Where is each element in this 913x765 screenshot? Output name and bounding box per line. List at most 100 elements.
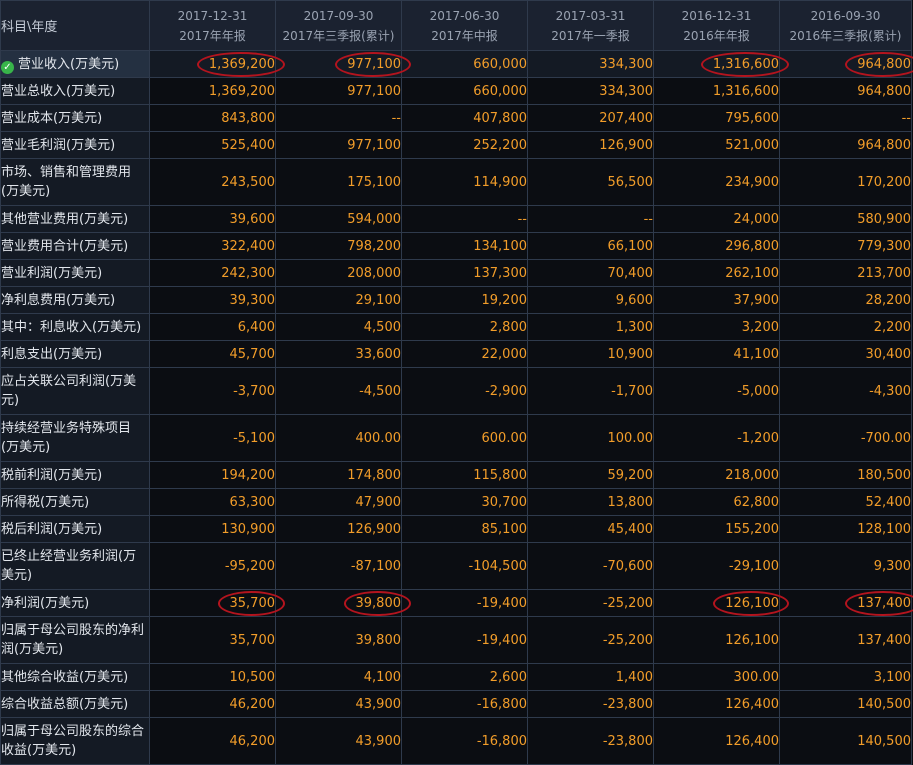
table-row[interactable]: 净利息费用(万美元) 39,300 29,100 19,200 9,600 37…: [0, 286, 912, 314]
table-cell: 322,400: [149, 232, 276, 260]
column-report: 2017年年报: [179, 28, 246, 43]
table-cell: -3,700: [149, 367, 276, 415]
table-cell: --: [275, 104, 402, 132]
table-cell: -23,800: [527, 717, 654, 765]
table-row[interactable]: 归属于母公司股东的净利润(万美元) 35,700 39,800 -19,400 …: [0, 616, 912, 664]
table-cell: 33,600: [275, 340, 402, 368]
table-cell: 126,400: [653, 690, 780, 718]
table-cell: 10,900: [527, 340, 654, 368]
row-label: 税前利润(万美元): [0, 461, 150, 489]
table-cell: 234,900: [653, 158, 780, 206]
table-cell: -70,600: [527, 542, 654, 590]
table-cell: -700.00: [779, 414, 912, 462]
circled-value: 137,400: [845, 590, 913, 616]
row-label: 税后利润(万美元): [0, 515, 150, 543]
circled-value: 126,100: [713, 590, 789, 616]
table-cell: 56,500: [527, 158, 654, 206]
table-cell: 30,700: [401, 488, 528, 516]
table-row[interactable]: 已终止经营业务利润(万美元) -95,200 -87,100 -104,500 …: [0, 542, 912, 590]
table-cell: -5,000: [653, 367, 780, 415]
column-date: 2016-12-31: [681, 8, 752, 23]
table-row[interactable]: 所得税(万美元) 63,300 47,900 30,700 13,800 62,…: [0, 488, 912, 516]
table-cell: 600.00: [401, 414, 528, 462]
table-row[interactable]: 营业利润(万美元) 242,300 208,000 137,300 70,400…: [0, 259, 912, 287]
table-row[interactable]: 归属于母公司股东的综合收益(万美元) 46,200 43,900 -16,800…: [0, 717, 912, 765]
table-cell: 977,100: [275, 50, 411, 78]
table-cell: 1,369,200: [149, 77, 276, 105]
table-cell: 10,500: [149, 663, 276, 691]
column-header[interactable]: 2017-12-31 2017年年报: [149, 0, 276, 51]
column-header[interactable]: 2016-09-30 2016年三季报(累计): [779, 0, 912, 51]
table-cell: 28,200: [779, 286, 912, 314]
column-date: 2017-03-31: [555, 8, 626, 23]
table-cell: -19,400: [401, 616, 528, 664]
table-cell: 41,100: [653, 340, 780, 368]
table-row[interactable]: 营业毛利润(万美元) 525,400 977,100 252,200 126,9…: [0, 131, 912, 159]
table-cell: 22,000: [401, 340, 528, 368]
column-report: 2016年三季报(累计): [789, 28, 902, 43]
column-header[interactable]: 2016-12-31 2016年年报: [653, 0, 780, 51]
column-report: 2017年一季报: [551, 28, 630, 43]
circled-value: 1,369,200: [196, 51, 286, 77]
table-cell: 977,100: [275, 131, 402, 159]
column-header[interactable]: 2017-06-30 2017年中报: [401, 0, 528, 51]
table-row[interactable]: 营业费用合计(万美元) 322,400 798,200 134,100 66,1…: [0, 232, 912, 260]
table-cell: 9,600: [527, 286, 654, 314]
table-row[interactable]: 其他综合收益(万美元) 10,500 4,100 2,600 1,400 300…: [0, 663, 912, 691]
column-header[interactable]: 2017-03-31 2017年一季报: [527, 0, 654, 51]
table-cell: 30,400: [779, 340, 912, 368]
table-row[interactable]: 税后利润(万美元) 130,900 126,900 85,100 45,400 …: [0, 515, 912, 543]
table-cell: 525,400: [149, 131, 276, 159]
table-cell: 6,400: [149, 313, 276, 341]
table-cell: 580,900: [779, 205, 912, 233]
column-date: 2016-09-30: [810, 8, 881, 23]
row-label: 其他营业费用(万美元): [0, 205, 150, 233]
table-cell: 70,400: [527, 259, 654, 287]
table-cell: -19,400: [401, 589, 528, 617]
table-row-net-profit[interactable]: 净利润(万美元) 35,700 39,800 -19,400 -25,200 1…: [0, 589, 913, 617]
row-label: 营业毛利润(万美元): [0, 131, 150, 159]
table-cell: 300.00: [653, 663, 780, 691]
table-row[interactable]: 市场、销售和管理费用(万美元) 243,500 175,100 114,900 …: [0, 158, 912, 206]
table-cell: -23,800: [527, 690, 654, 718]
column-header[interactable]: 2017-09-30 2017年三季报(累计): [275, 0, 402, 51]
row-label-text: 营业收入(万美元): [18, 56, 120, 72]
table-cell: 155,200: [653, 515, 780, 543]
table-cell: 170,200: [779, 158, 912, 206]
table-row-revenue[interactable]: ✓ 营业收入(万美元) 1,369,200 977,100 660,000 334…: [0, 50, 913, 78]
table-cell: 964,800: [779, 131, 912, 159]
table-row[interactable]: 营业总收入(万美元) 1,369,200 977,100 660,000 334…: [0, 77, 912, 105]
table-cell: 35,700: [149, 616, 276, 664]
table-cell: 3,200: [653, 313, 780, 341]
table-row[interactable]: 综合收益总额(万美元) 46,200 43,900 -16,800 -23,80…: [0, 690, 912, 718]
row-label: ✓ 营业收入(万美元): [0, 50, 150, 78]
table-cell: 130,900: [149, 515, 276, 543]
table-row[interactable]: 税前利润(万美元) 194,200 174,800 115,800 59,200…: [0, 461, 912, 489]
table-row[interactable]: 其中：利息收入(万美元) 6,400 4,500 2,800 1,300 3,2…: [0, 313, 912, 341]
table-cell: 4,100: [275, 663, 402, 691]
table-cell: 46,200: [149, 717, 276, 765]
circled-value: 35,700: [217, 590, 285, 616]
table-row[interactable]: 营业成本(万美元) 843,800 -- 407,800 207,400 795…: [0, 104, 912, 132]
table-cell: 964,800: [779, 77, 912, 105]
column-report: 2017年中报: [431, 28, 498, 43]
column-report: 2016年年报: [683, 28, 750, 43]
table-row[interactable]: 利息支出(万美元) 45,700 33,600 22,000 10,900 41…: [0, 340, 912, 368]
table-cell: 2,200: [779, 313, 912, 341]
table-cell: 798,200: [275, 232, 402, 260]
table-row[interactable]: 其他营业费用(万美元) 39,600 594,000 -- -- 24,000 …: [0, 205, 912, 233]
table-cell: 63,300: [149, 488, 276, 516]
row-label: 营业总收入(万美元): [0, 77, 150, 105]
table-row[interactable]: 应占关联公司利润(万美元) -3,700 -4,500 -2,900 -1,70…: [0, 367, 912, 415]
table-cell: 1,400: [527, 663, 654, 691]
table-cell: -25,200: [527, 589, 654, 617]
table-row[interactable]: 持续经营业务特殊项目(万美元) -5,100 400.00 600.00 100…: [0, 414, 912, 462]
corner-header: 科目\年度: [0, 0, 150, 51]
table-cell: 2,800: [401, 313, 528, 341]
table-cell: 9,300: [779, 542, 912, 590]
table-cell: 218,000: [653, 461, 780, 489]
table-cell: 660,000: [401, 50, 528, 78]
row-label: 净利息费用(万美元): [0, 286, 150, 314]
table-cell: 400.00: [275, 414, 402, 462]
